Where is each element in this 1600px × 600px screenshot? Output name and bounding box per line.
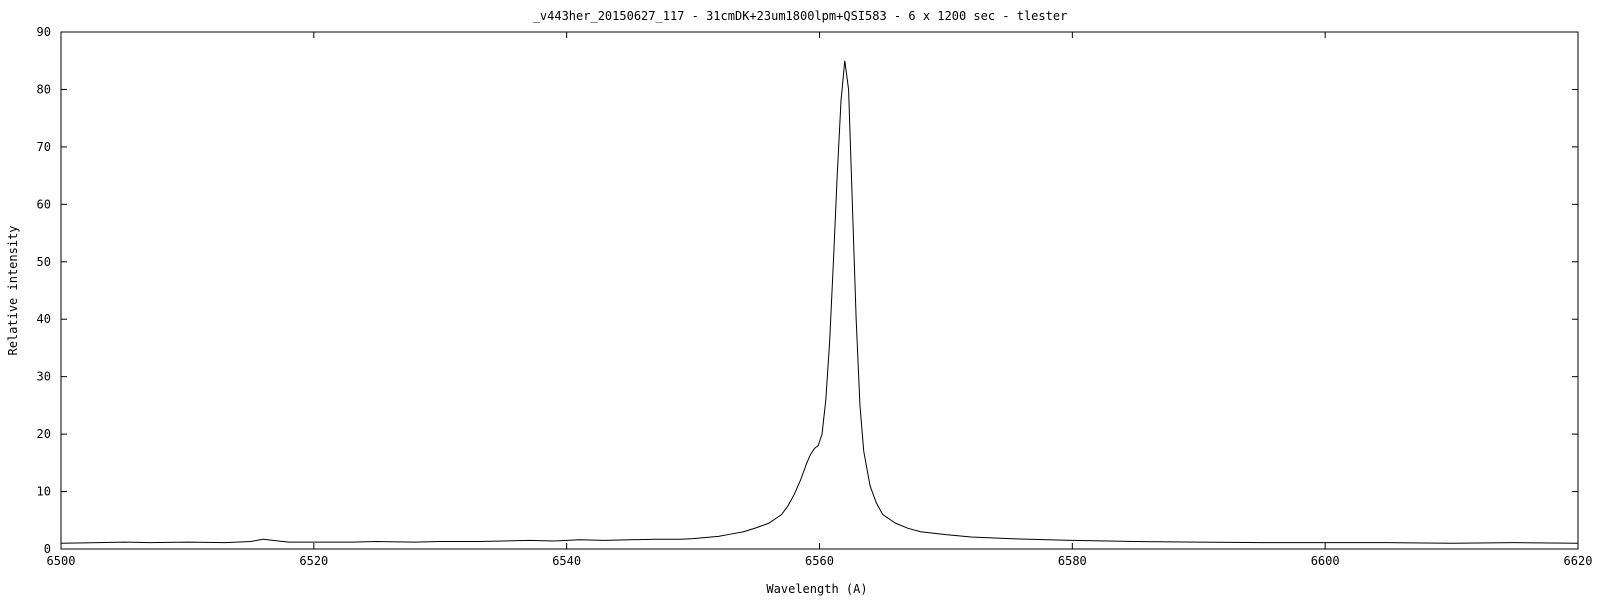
x-axis-ticks: 6500 6520 6540 6560 6580 6600 6620 <box>47 32 1593 568</box>
y-tick-label: 80 <box>37 82 51 96</box>
y-tick-label: 30 <box>37 370 51 384</box>
x-tick-label: 6540 <box>552 554 581 568</box>
x-tick-label: 6620 <box>1564 554 1593 568</box>
x-tick-label: 6600 <box>1311 554 1340 568</box>
x-tick-label: 6560 <box>805 554 834 568</box>
y-tick-label: 50 <box>37 255 51 269</box>
plot-frame <box>60 31 1579 550</box>
y-tick-label: 20 <box>37 427 51 441</box>
y-tick-label: 10 <box>37 485 51 499</box>
x-tick-label: 6580 <box>1058 554 1087 568</box>
y-tick-label: 60 <box>37 197 51 211</box>
x-tick-label: 6520 <box>299 554 328 568</box>
y-tick-label: 40 <box>37 312 51 326</box>
y-axis-label: Relative intensity <box>6 225 20 355</box>
y-tick-label: 0 <box>44 542 51 556</box>
x-tick-label: 6500 <box>47 554 76 568</box>
x-axis-label: Wavelength (A) <box>766 582 867 596</box>
y-tick-label: 90 <box>37 25 51 39</box>
y-axis-ticks: 0 10 20 30 40 50 60 70 80 90 <box>37 25 1578 556</box>
spectrum-line <box>60 60 1579 544</box>
y-tick-label: 70 <box>37 140 51 154</box>
chart-title: _v443her_20150627_117 - 31cmDK+23um1800l… <box>533 9 1068 23</box>
